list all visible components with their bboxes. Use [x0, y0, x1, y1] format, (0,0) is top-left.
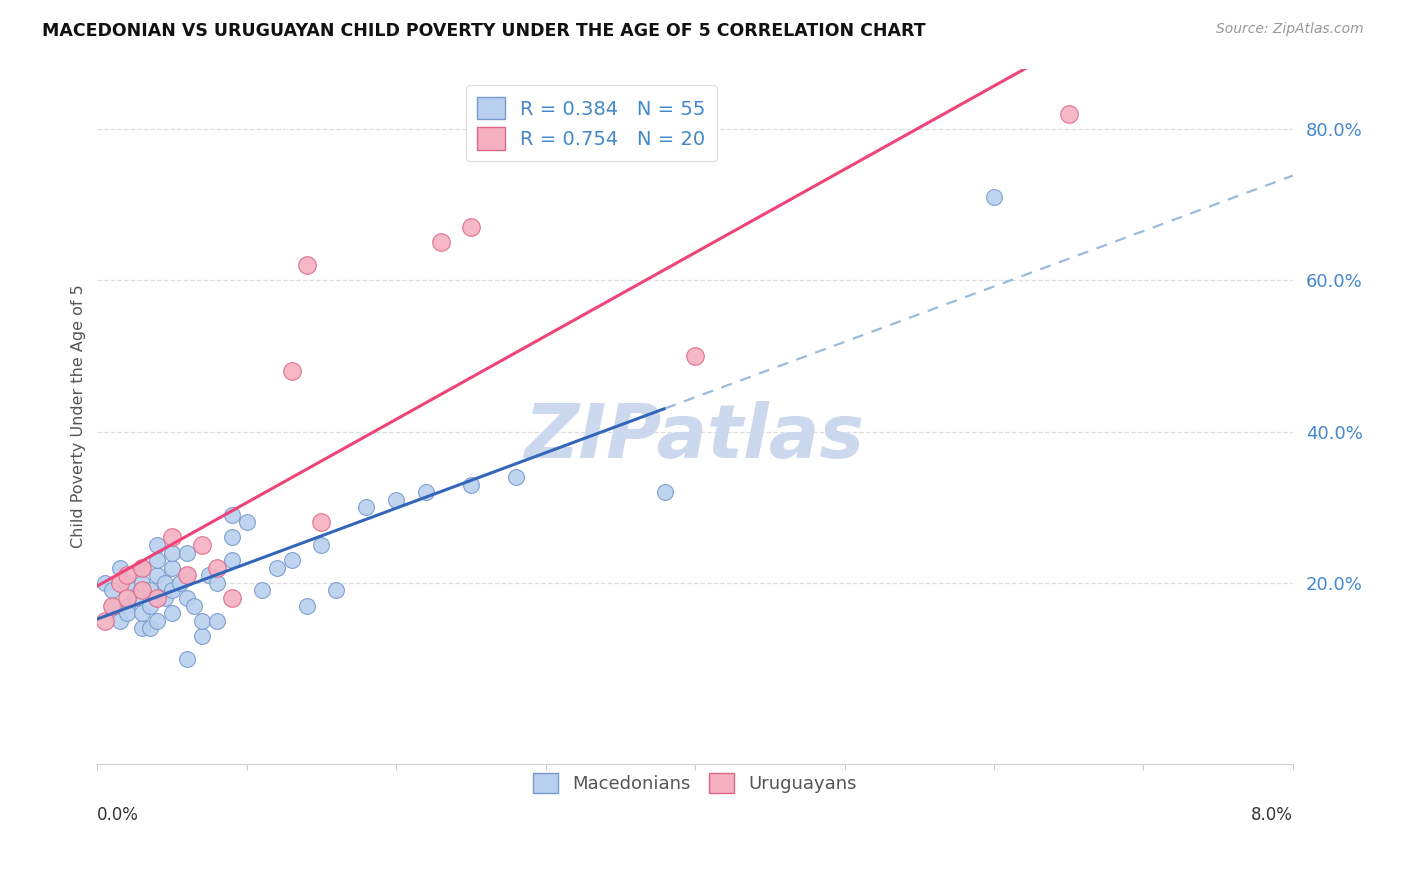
Point — [250, 583, 273, 598]
Point — [266, 560, 288, 574]
Point — [221, 553, 243, 567]
Point — [460, 220, 482, 235]
Point — [94, 614, 117, 628]
Text: 0.0%: 0.0% — [97, 806, 139, 824]
Point — [138, 621, 160, 635]
Point — [131, 583, 153, 598]
Point — [115, 568, 138, 582]
Point — [191, 629, 214, 643]
Point — [108, 575, 131, 590]
Point — [205, 560, 228, 574]
Point — [205, 614, 228, 628]
Point — [430, 235, 453, 250]
Point — [169, 575, 191, 590]
Y-axis label: Child Poverty Under the Age of 5: Child Poverty Under the Age of 5 — [72, 285, 86, 549]
Point — [131, 560, 153, 574]
Legend: Macedonians, Uruguayans: Macedonians, Uruguayans — [526, 765, 865, 801]
Point — [176, 651, 198, 665]
Point — [101, 599, 124, 613]
Point — [153, 575, 176, 590]
Point — [176, 568, 198, 582]
Point — [124, 591, 146, 605]
Point — [415, 485, 437, 500]
Text: Source: ZipAtlas.com: Source: ZipAtlas.com — [1216, 22, 1364, 37]
Point — [505, 470, 527, 484]
Point — [280, 553, 302, 567]
Point — [146, 591, 169, 605]
Point — [176, 568, 198, 582]
Point — [460, 477, 482, 491]
Point — [138, 599, 160, 613]
Point — [356, 500, 378, 515]
Text: ZIPatlas: ZIPatlas — [524, 401, 865, 474]
Point — [108, 614, 131, 628]
Point — [153, 591, 176, 605]
Point — [221, 531, 243, 545]
Point — [221, 508, 243, 522]
Point — [146, 553, 169, 567]
Point — [146, 614, 169, 628]
Point — [94, 575, 117, 590]
Text: 8.0%: 8.0% — [1251, 806, 1292, 824]
Point — [221, 591, 243, 605]
Point — [131, 621, 153, 635]
Point — [138, 583, 160, 598]
Point — [108, 560, 131, 574]
Point — [131, 560, 153, 574]
Point — [146, 568, 169, 582]
Point — [115, 606, 138, 620]
Point — [311, 538, 333, 552]
Point — [311, 516, 333, 530]
Point — [160, 531, 183, 545]
Point — [146, 538, 169, 552]
Point — [160, 560, 183, 574]
Point — [101, 583, 124, 598]
Point — [176, 546, 198, 560]
Point — [160, 606, 183, 620]
Point — [325, 583, 347, 598]
Point — [683, 349, 706, 363]
Point — [131, 606, 153, 620]
Point — [280, 364, 302, 378]
Point — [385, 492, 408, 507]
Point — [183, 599, 205, 613]
Point — [654, 485, 676, 500]
Point — [115, 575, 138, 590]
Point — [160, 546, 183, 560]
Text: MACEDONIAN VS URUGUAYAN CHILD POVERTY UNDER THE AGE OF 5 CORRELATION CHART: MACEDONIAN VS URUGUAYAN CHILD POVERTY UN… — [42, 22, 925, 40]
Point — [101, 599, 124, 613]
Point — [115, 591, 138, 605]
Point — [198, 568, 221, 582]
Point — [176, 591, 198, 605]
Point — [1057, 107, 1080, 121]
Point — [131, 575, 153, 590]
Point — [115, 599, 138, 613]
Point — [295, 258, 318, 272]
Point — [191, 538, 214, 552]
Point — [146, 591, 169, 605]
Point — [983, 190, 1005, 204]
Point — [191, 614, 214, 628]
Point — [160, 583, 183, 598]
Point — [295, 599, 318, 613]
Point — [236, 516, 259, 530]
Point — [205, 575, 228, 590]
